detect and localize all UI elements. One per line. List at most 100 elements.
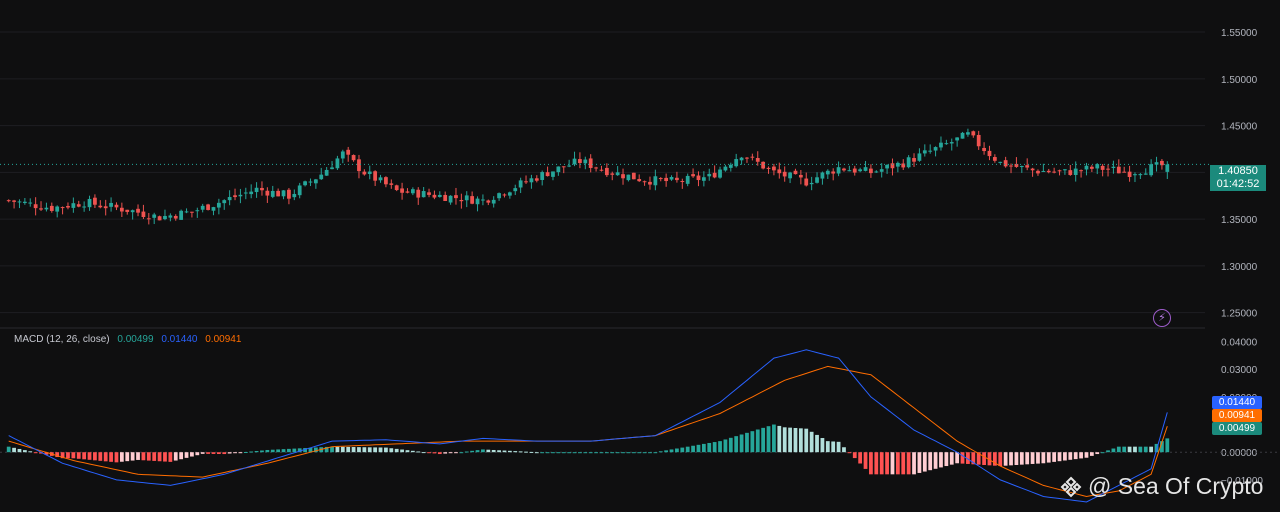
candle-body — [696, 175, 701, 181]
candle-body — [157, 216, 162, 221]
candle-body — [761, 161, 766, 169]
candle-body — [858, 169, 863, 172]
candle-body — [1138, 174, 1143, 176]
macd-histogram-bar — [825, 441, 830, 453]
macd-histogram-bar — [879, 452, 884, 475]
candle-body — [152, 214, 157, 218]
candle-body — [1003, 160, 1008, 167]
macd-histogram-bar — [243, 452, 248, 454]
candle-body — [28, 202, 33, 204]
candle-body — [481, 199, 485, 201]
candle-body — [1165, 164, 1170, 172]
macd-tick-label: 0.03000 — [1221, 365, 1258, 376]
candle-body — [534, 178, 539, 181]
macd-legend-macd: 0.01440 — [161, 334, 198, 345]
candle-body — [17, 201, 22, 203]
macd-histogram-bar — [1079, 452, 1083, 459]
candle-body — [87, 198, 92, 208]
macd-histogram-bar — [179, 452, 184, 460]
candle-body — [529, 178, 534, 183]
macd-histogram-bar — [184, 452, 189, 458]
candle-body — [707, 173, 712, 177]
candle-body — [216, 202, 221, 208]
candle-body — [1019, 166, 1024, 168]
macd-histogram-bar — [421, 452, 426, 454]
candle-body — [798, 174, 803, 178]
candle-body — [260, 187, 264, 191]
macd-histogram-bar — [163, 452, 167, 462]
macd-histogram-bar — [922, 452, 927, 472]
candle-body — [233, 195, 237, 198]
candle-body — [270, 190, 275, 197]
candle-body — [1073, 168, 1078, 175]
macd-tick-label: 0.00000 — [1221, 448, 1258, 459]
candle-body — [836, 167, 841, 174]
candle-body — [227, 197, 232, 201]
macd-histogram-bar — [1025, 452, 1030, 465]
candle-body — [432, 194, 437, 198]
candle-body — [637, 179, 642, 182]
macd-histogram-bar — [297, 448, 302, 453]
candle-body — [809, 182, 814, 185]
macd-histogram-bar — [260, 450, 264, 453]
macd-histogram-bar — [130, 452, 135, 461]
watermark-text: @ Sea Of Crypto — [1088, 473, 1264, 499]
macd-histogram-bar — [497, 450, 501, 453]
candle-body — [782, 171, 787, 177]
candle-body — [992, 157, 997, 161]
candle-body — [76, 204, 81, 207]
macd-histogram-bar — [367, 447, 372, 453]
macd-histogram-bar — [615, 452, 620, 454]
macd-histogram-bar — [335, 446, 340, 453]
candle-body — [567, 165, 572, 167]
macd-histogram-bar — [809, 431, 814, 453]
candle-body — [1041, 170, 1046, 172]
candle-body — [136, 208, 140, 213]
macd-histogram-bar — [1149, 446, 1154, 453]
candle-body — [335, 158, 340, 169]
candle-body — [912, 158, 916, 162]
macd-histogram-bar — [917, 452, 922, 473]
macd-histogram-bar — [265, 449, 270, 453]
macd-histogram-bar — [1014, 452, 1019, 465]
candle-body — [470, 196, 475, 204]
macd-histogram-bar — [222, 452, 227, 455]
candle-body — [545, 172, 550, 177]
macd-histogram-bar — [701, 443, 706, 453]
candle-body — [427, 192, 431, 195]
candle-body — [998, 161, 1003, 163]
candle-body — [114, 204, 119, 208]
macd-histogram-bar — [389, 448, 394, 453]
macd-histogram-bar — [33, 452, 38, 454]
candle-body — [119, 207, 124, 212]
macd-histogram-bar — [502, 450, 507, 453]
watermark: @ Sea Of Crypto — [1060, 473, 1263, 500]
macd-value-tag: 0.01440 — [1212, 396, 1262, 409]
candle-body — [1009, 165, 1013, 167]
macd-histogram-bar — [664, 450, 669, 453]
candle-body — [755, 158, 760, 162]
candle-body — [243, 192, 248, 194]
candle-body — [648, 181, 652, 185]
candle-body — [491, 199, 496, 204]
candle-body — [486, 200, 491, 203]
candle-body — [685, 175, 690, 184]
candle-body — [831, 171, 836, 174]
macd-histogram-bar — [1068, 452, 1073, 460]
macd-histogram-bar — [966, 452, 970, 464]
candle-body — [125, 209, 130, 212]
lightning-alert-icon[interactable]: ⚡ — [1153, 309, 1171, 327]
candle-body — [179, 210, 184, 220]
candle-body — [6, 200, 11, 202]
candle-body — [863, 167, 868, 171]
macd-histogram-bar — [1084, 452, 1089, 458]
macd-histogram-bar — [313, 447, 318, 453]
candle-body — [454, 195, 458, 199]
macd-histogram-bar — [551, 452, 555, 454]
candle-body — [1154, 162, 1159, 165]
macd-histogram-bar — [691, 445, 695, 453]
macd-histogram-bar — [1063, 452, 1067, 461]
macd-histogram-bar — [1133, 446, 1137, 453]
macd-histogram-bar — [928, 452, 933, 471]
